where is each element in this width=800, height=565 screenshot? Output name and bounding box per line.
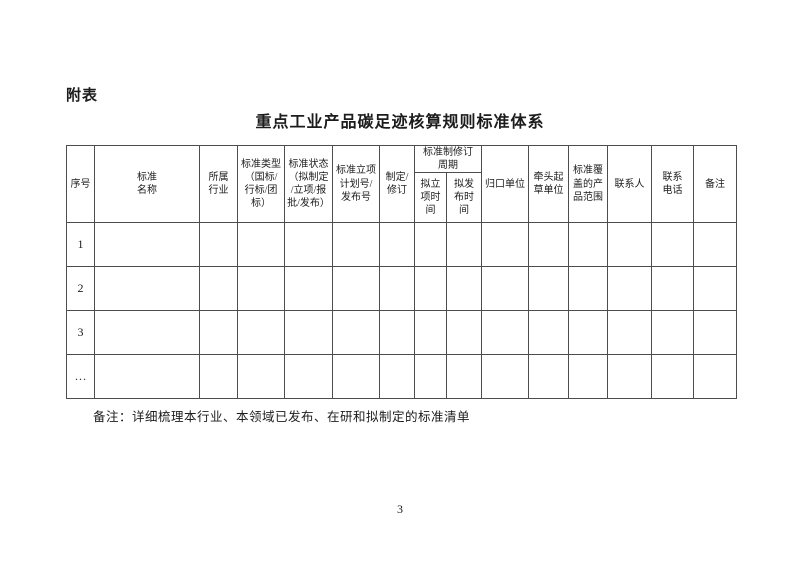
- empty-cell: [446, 266, 482, 312]
- empty-cell: [528, 222, 569, 268]
- empty-cell: [237, 266, 285, 312]
- empty-cell: [379, 310, 415, 356]
- col-header-planned-approval-time: 拟立 项时 间: [414, 172, 447, 224]
- empty-cell: [481, 266, 529, 312]
- empty-cell: [284, 354, 333, 400]
- empty-cell: [446, 222, 482, 268]
- col-header-revision-cycle-group: 标准制修订 周期: [414, 144, 482, 174]
- document-title: 重点工业产品碳足迹核算规则标准体系: [255, 114, 545, 131]
- empty-cell: [651, 354, 694, 400]
- empty-cell: [693, 310, 737, 356]
- empty-cell: [568, 354, 608, 400]
- empty-cell: [94, 222, 200, 268]
- row-seq-cell: 3: [66, 310, 95, 356]
- empty-cell: [332, 266, 380, 312]
- table-row: 2: [66, 266, 737, 312]
- empty-cell: [94, 266, 200, 312]
- empty-cell: [284, 310, 333, 356]
- empty-cell: [568, 266, 608, 312]
- appendix-label: 附表: [66, 87, 99, 104]
- empty-cell: [528, 310, 569, 356]
- col-header-drafting-unit: 牵头起 草单位: [528, 144, 569, 224]
- empty-cell: [237, 222, 285, 268]
- empty-cell: [481, 310, 529, 356]
- empty-cell: [607, 222, 652, 268]
- empty-cell: [481, 354, 529, 400]
- empty-cell: [607, 354, 652, 400]
- empty-cell: [379, 222, 415, 268]
- empty-cell: [651, 222, 694, 268]
- empty-cell: [94, 354, 200, 400]
- empty-cell: [528, 266, 569, 312]
- empty-cell: [414, 266, 447, 312]
- note-text: 备注：详细梳理本行业、本领域已发布、在研和拟制定的标准清单: [93, 410, 471, 424]
- row-seq-cell: 1: [66, 222, 95, 268]
- col-header-remarks: 备注: [693, 144, 737, 224]
- empty-cell: [568, 310, 608, 356]
- row-seq-cell: 2: [66, 266, 95, 312]
- empty-cell: [199, 266, 238, 312]
- empty-cell: [94, 310, 200, 356]
- empty-cell: [199, 222, 238, 268]
- empty-cell: [237, 310, 285, 356]
- table-row: 1: [66, 222, 737, 268]
- empty-cell: [693, 354, 737, 400]
- empty-cell: [199, 310, 238, 356]
- empty-cell: [446, 310, 482, 356]
- col-header-standard-type: 标准类型 （国标/ 行标/团 标）: [237, 144, 285, 224]
- empty-cell: [414, 310, 447, 356]
- col-header-standard-name: 标准 名称: [94, 144, 200, 224]
- empty-cell: [414, 222, 447, 268]
- empty-cell: [607, 310, 652, 356]
- page-number: 3: [397, 502, 403, 516]
- empty-cell: [651, 310, 694, 356]
- empty-cell: [414, 354, 447, 400]
- col-header-plan-number: 标准立项 计划号/ 发布号: [332, 144, 380, 224]
- col-header-product-scope: 标准覆 盖的产 品范围: [568, 144, 608, 224]
- empty-cell: [332, 310, 380, 356]
- empty-cell: [446, 354, 482, 400]
- empty-cell: [481, 222, 529, 268]
- empty-cell: [607, 266, 652, 312]
- row-seq-cell: …: [66, 354, 95, 400]
- table-row: …: [66, 354, 737, 400]
- empty-cell: [284, 266, 333, 312]
- col-header-centralized-unit: 归口单位: [481, 144, 529, 224]
- empty-cell: [332, 222, 380, 268]
- col-header-contact-person: 联系人: [607, 144, 652, 224]
- empty-cell: [693, 222, 737, 268]
- col-header-contact-phone: 联系 电话: [651, 144, 694, 224]
- empty-cell: [237, 354, 285, 400]
- empty-cell: [568, 222, 608, 268]
- empty-cell: [284, 222, 333, 268]
- empty-cell: [332, 354, 380, 400]
- col-header-industry: 所属 行业: [199, 144, 238, 224]
- empty-cell: [693, 266, 737, 312]
- table-row: 3: [66, 310, 737, 356]
- empty-cell: [199, 354, 238, 400]
- col-header-standard-status: 标准状态 （拟制定 /立项/报 批/发布）: [284, 144, 333, 224]
- empty-cell: [651, 266, 694, 312]
- col-header-formulate-revise: 制定/ 修订: [379, 144, 415, 224]
- standards-table: 序号 标准 名称 所属 行业 标准类型 （国标/ 行标/团 标） 标准状态 （拟…: [66, 144, 737, 400]
- col-header-seq: 序号: [66, 144, 95, 224]
- empty-cell: [379, 354, 415, 400]
- col-header-planned-release-time: 拟发 布时 间: [446, 172, 482, 224]
- empty-cell: [528, 354, 569, 400]
- empty-cell: [379, 266, 415, 312]
